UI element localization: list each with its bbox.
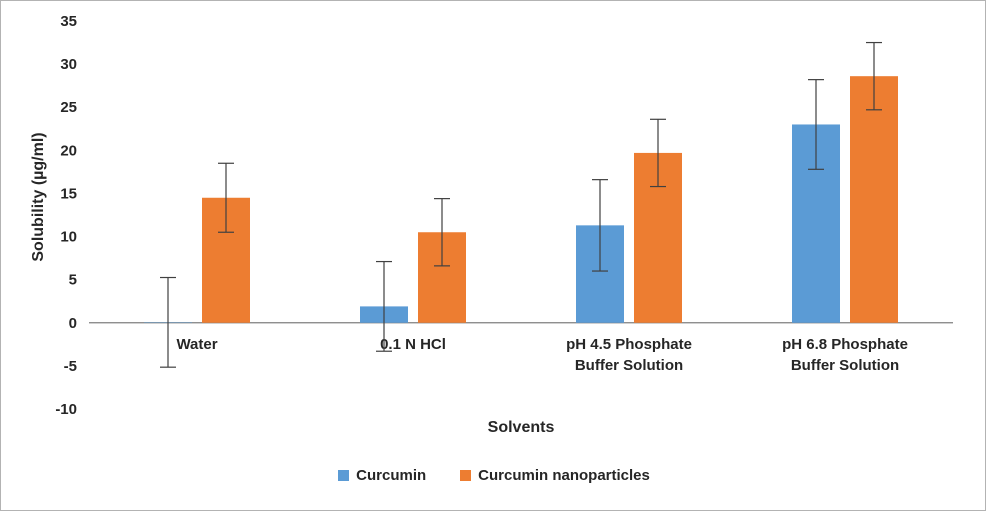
- y-tick-label: 5: [69, 272, 77, 289]
- bar-chart-plot: 35 30 25 20 15 10 5 0 -5 -10 Water 0.1 N HCl pH 4.5 …: [55, 13, 953, 418]
- legend-item-curcumin: Curcumin: [338, 467, 426, 484]
- category-label: 0.1 N HCl: [380, 336, 446, 353]
- bar: [850, 76, 898, 323]
- x-axis-title: Solvents: [487, 419, 555, 436]
- y-tick-label: 10: [60, 229, 77, 246]
- category-label: Water: [176, 336, 217, 353]
- legend-swatch-curcumin-nanoparticles: [460, 470, 472, 481]
- legend-item-curcumin-nanoparticles: Curcumin nanoparticles: [460, 467, 650, 484]
- y-tick-label: 20: [60, 142, 77, 159]
- legend: Curcumin Curcumin nanoparticles: [1, 467, 985, 484]
- y-axis-title: Solubility (µg/ml): [30, 132, 47, 262]
- y-tick-label: 35: [60, 13, 77, 30]
- y-tick-label: -5: [64, 358, 77, 375]
- y-tick-label: 15: [60, 185, 77, 202]
- legend-swatch-curcumin: [338, 470, 350, 481]
- legend-label-curcumin-nanoparticles: Curcumin nanoparticles: [478, 467, 650, 484]
- legend-label-curcumin: Curcumin: [356, 467, 427, 484]
- y-tick-label: 25: [60, 99, 77, 116]
- y-tick-label: -10: [55, 401, 77, 418]
- category-label: pH 4.5 Phosphate Buffer Solution: [566, 336, 692, 374]
- y-tick-label: 0: [69, 315, 77, 332]
- y-tick-label: 30: [60, 56, 77, 73]
- category-label: pH 6.8 Phosphate Buffer Solution: [782, 336, 908, 374]
